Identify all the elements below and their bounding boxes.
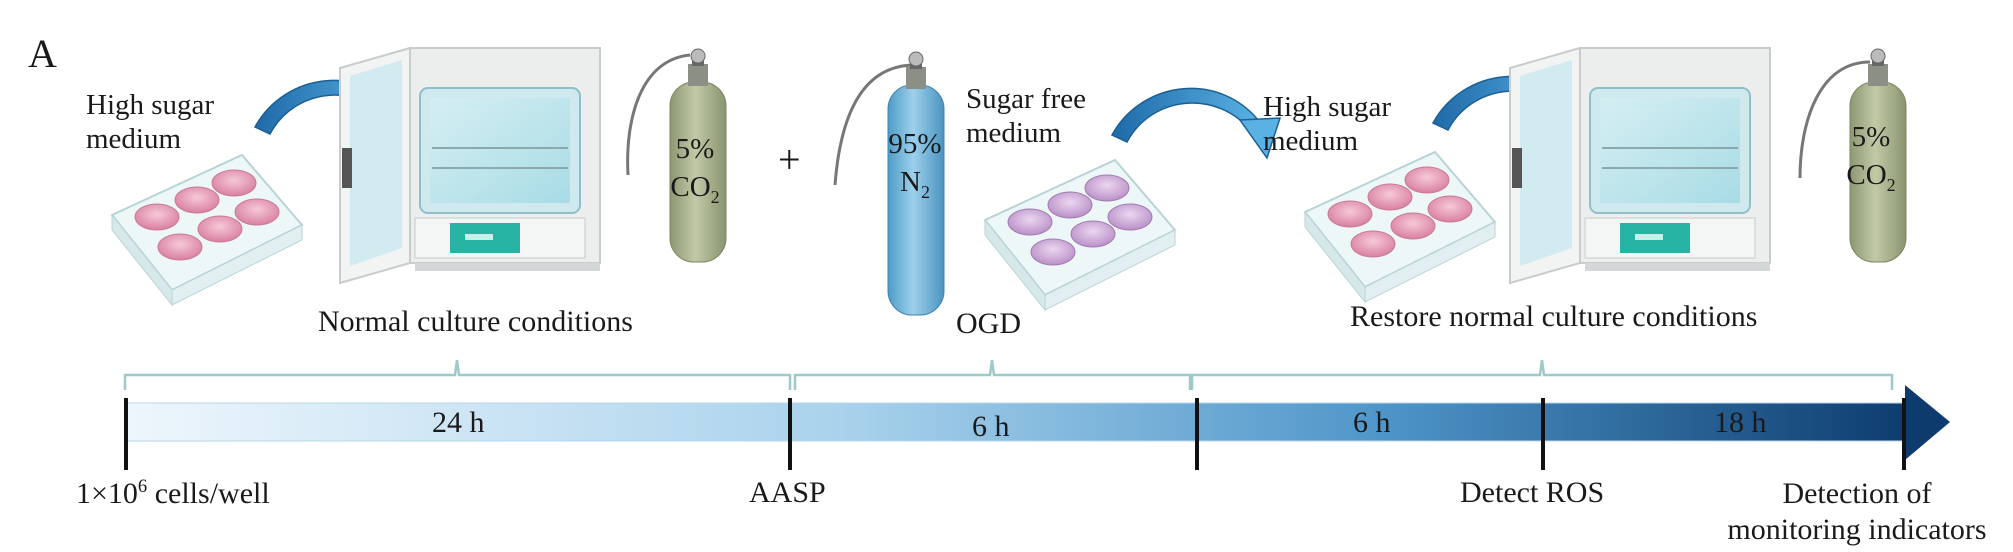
stage3-medium-line2: medium: [1263, 125, 1359, 157]
marker-detection-line1: Detection of: [1782, 477, 1932, 510]
timeline-arrowhead: [1905, 385, 1950, 460]
brace-restore: [1190, 359, 1894, 390]
phase-ogd-label: OGD: [956, 307, 1021, 340]
phase-normal-label: Normal culture conditions: [318, 305, 633, 338]
stage3-gas-formula: CO2: [1846, 159, 1896, 195]
brace-normal: [123, 359, 792, 390]
stage2-gas-pct: 95%: [888, 128, 942, 160]
duration-seg3: 6 h: [1353, 406, 1391, 439]
stage2-gas-formula: N2: [900, 166, 930, 202]
marker-detection-line2: monitoring indicators: [1727, 513, 1987, 546]
gas-hose-3: [1798, 60, 1871, 179]
phase-braces: [123, 359, 1894, 390]
gas-hose-2: [833, 63, 916, 186]
stage1-medium-label: High sugar medium: [86, 88, 214, 156]
marker-detection-label: Detection of monitoring indicators: [1712, 476, 2002, 548]
stage2-medium-line2: medium: [966, 117, 1062, 149]
marker-cells-label: 1×106 cells/well: [76, 476, 270, 510]
incubator-1: [339, 47, 601, 284]
stage1-medium-line1: High sugar: [86, 89, 215, 121]
incubator-2: [1509, 47, 1771, 284]
brace-ogd: [793, 359, 1192, 390]
well-plate-pink-2: [1304, 151, 1496, 303]
duration-seg1: 24 h: [432, 406, 485, 439]
panel-label: A: [28, 31, 57, 76]
marker-aasp-label: AASP: [749, 476, 826, 509]
plus-sign: +: [778, 137, 801, 182]
stage3-gas-label: 5% CO2: [1836, 118, 1906, 204]
stage1-gas-formula: CO2: [670, 171, 720, 207]
marker-detect-ros-label: Detect ROS: [1460, 476, 1605, 509]
well-plate-pink-1: [111, 154, 303, 306]
gas-hose-1: [626, 53, 691, 176]
well-plate-purple: [984, 159, 1176, 311]
transfer-arrow-2: [1111, 87, 1281, 159]
stage2-medium-label: Sugar free medium: [966, 82, 1086, 150]
timeline: [124, 385, 1950, 470]
duration-seg4: 18 h: [1714, 406, 1767, 439]
duration-seg2: 6 h: [972, 410, 1010, 443]
stage3-medium-line1: High sugar: [1263, 91, 1392, 123]
stage1-medium-line2: medium: [86, 123, 182, 155]
stage1-gas-pct: 5%: [675, 133, 715, 165]
stage3-medium-label: High sugar medium: [1263, 90, 1391, 158]
timeline-bar: [125, 402, 1917, 442]
stage3-gas-pct: 5%: [1851, 121, 1891, 153]
stage2-medium-line1: Sugar free: [966, 83, 1086, 115]
phase-restore-label: Restore normal culture conditions: [1350, 300, 1758, 333]
stage1-gas-label: 5% CO2: [660, 130, 730, 216]
stage2-gas-label: 95% N2: [880, 125, 950, 211]
